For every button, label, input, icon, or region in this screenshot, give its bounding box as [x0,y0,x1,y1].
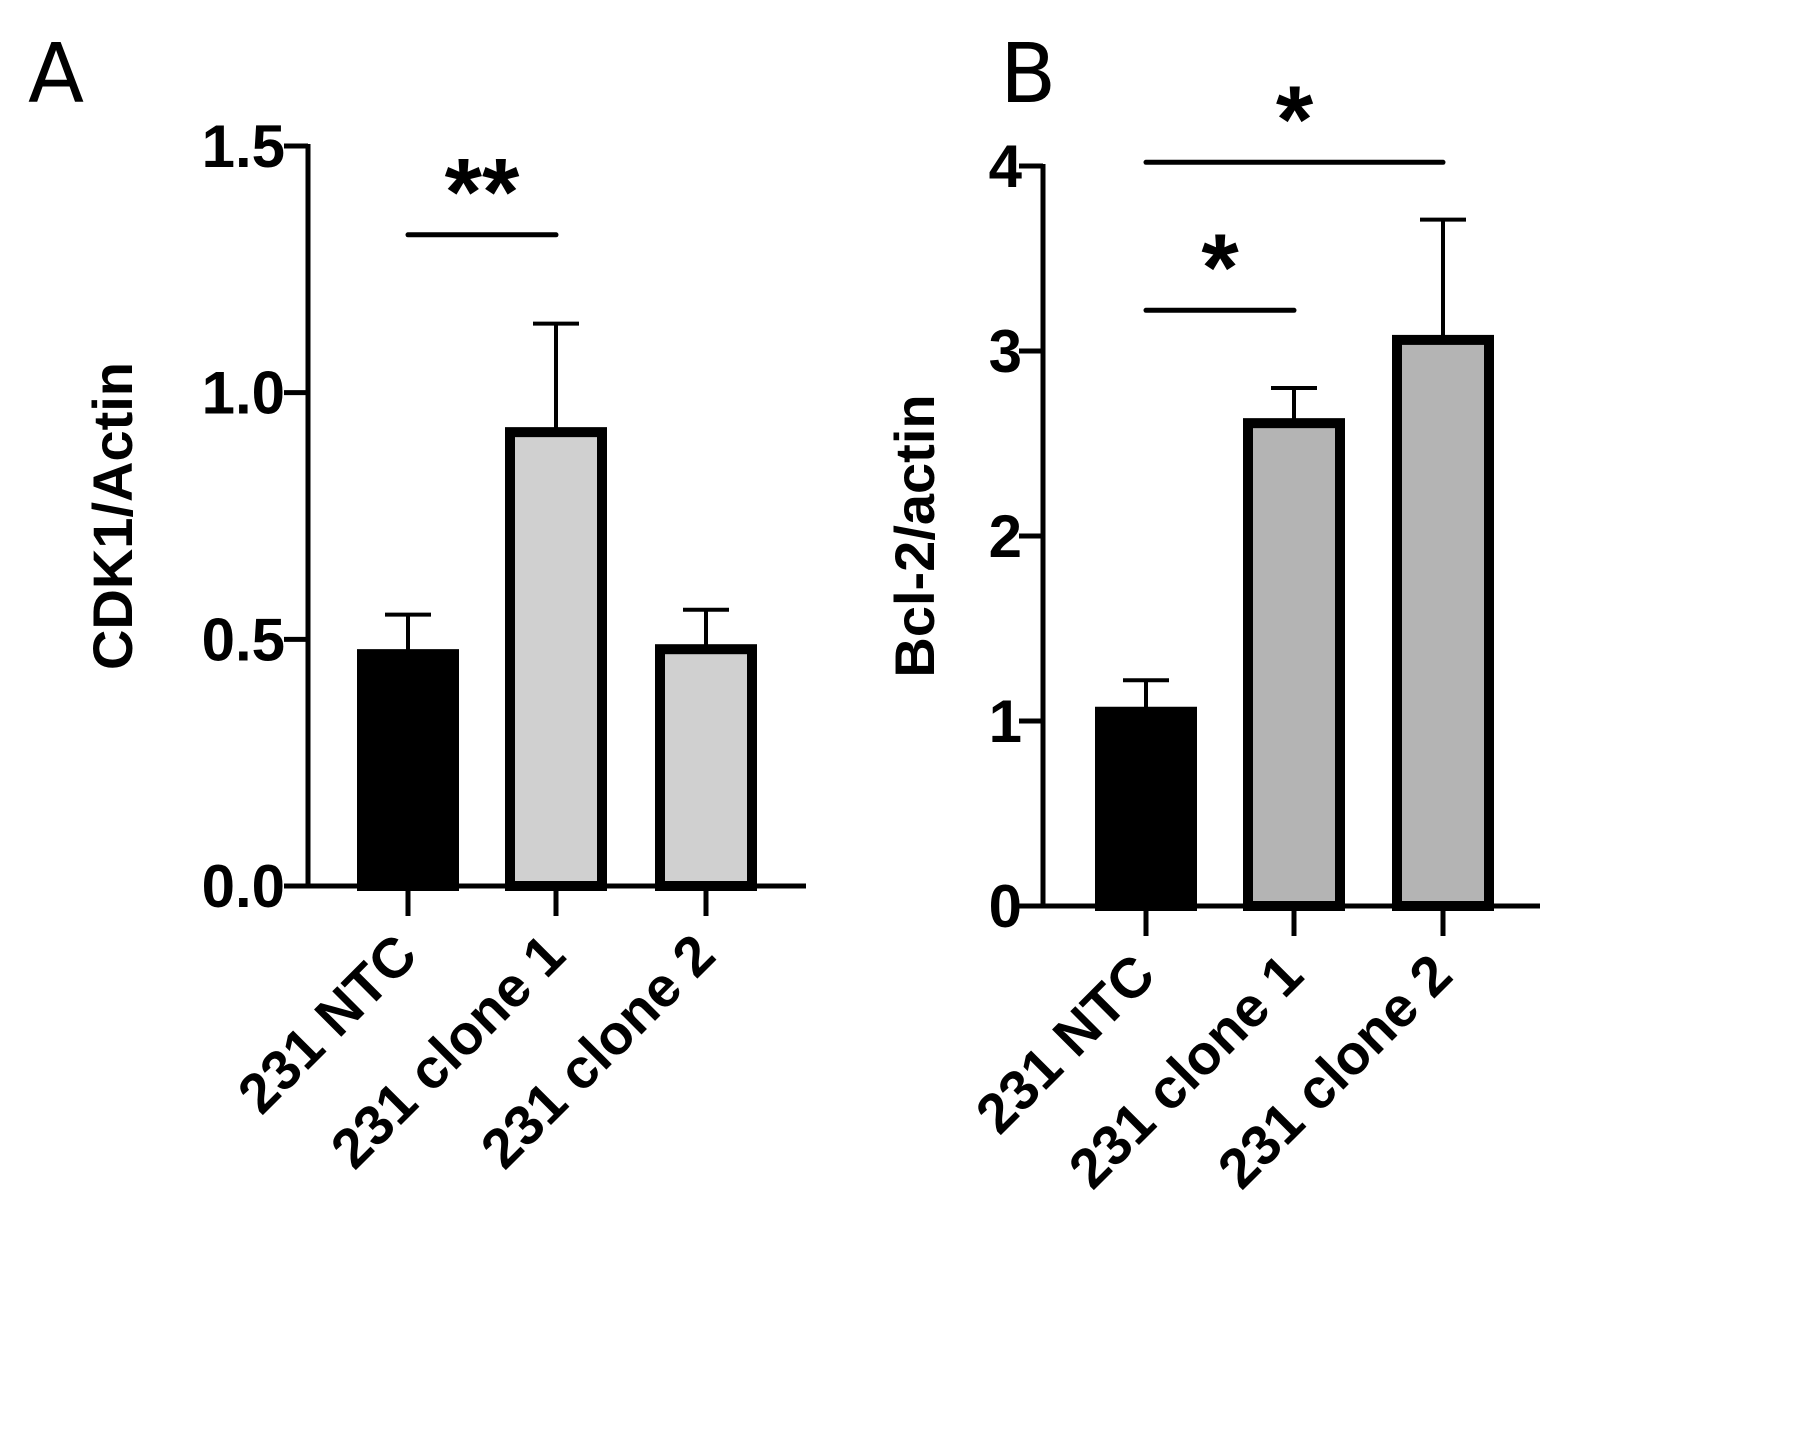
panel-a-y-tick-label: 0.0 [202,853,285,920]
panel-a-letter: A [28,27,84,122]
panel-b-letter: B [1000,27,1056,122]
panel-b-bar-3 [1392,334,1494,911]
panel-a-bar-3 [655,644,757,892]
panel-b-y-tick-label: 2 [989,503,1022,570]
panel-a-y-tick-label: 1.0 [202,360,285,427]
panel-b-bar-1 [1095,706,1197,911]
panel-b-y-tick-label: 1 [989,688,1022,755]
panel-b-significance-label: * [1276,66,1314,173]
panel-a-significance-label: ** [445,139,520,246]
panel-b-y-tick-label: 0 [989,873,1022,940]
panel-b-y-axis-title: Bcl-2/actin [883,394,946,677]
panel-a-y-tick-label: 1.5 [202,113,285,180]
panel-a-bar-1 [357,649,459,892]
panel-b-bar-2 [1243,418,1345,911]
panel-a-y-tick-label: 0.5 [202,606,285,673]
panel-a-y-axis-title: CDK1/Actin [81,362,144,670]
panel-b-y-tick-label: 4 [989,133,1023,200]
panel-a-bar-2 [505,427,607,891]
panel-b-y-tick-label: 3 [989,318,1022,385]
panel-b-significance-label: * [1201,214,1239,321]
